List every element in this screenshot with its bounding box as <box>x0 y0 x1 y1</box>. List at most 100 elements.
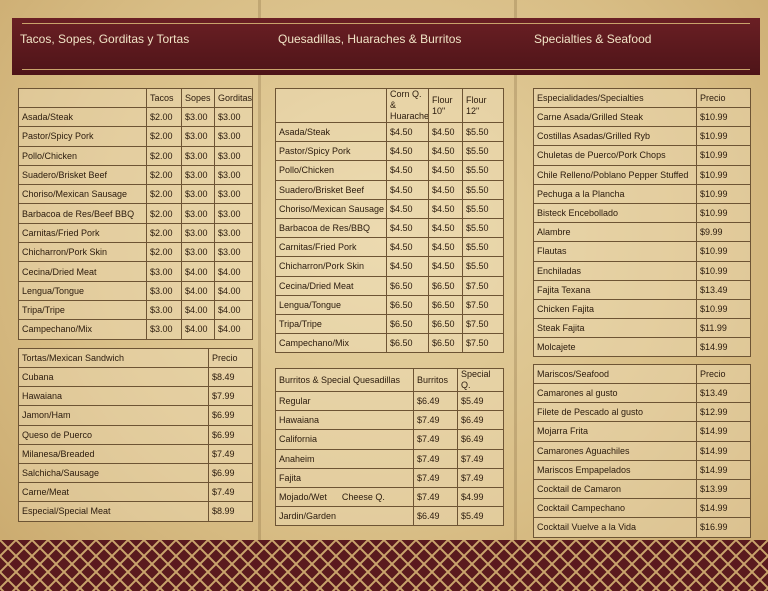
price-cell: $3.00 <box>181 184 215 205</box>
item-row: Enchiladas $10.99 <box>533 260 751 281</box>
item-name: Mojarra Frita <box>533 421 697 442</box>
item-name: Mojado/Wet Cheese Q. <box>275 486 414 508</box>
price-cell: $6.50 <box>428 275 463 296</box>
item-row: Mojado/Wet Cheese Q. $7.49 $4.99 <box>275 486 504 508</box>
price-cell: $6.49 <box>457 410 504 431</box>
item-name: Mariscos Empapelados <box>533 459 697 480</box>
item-name: Pollo/Chicken <box>275 160 387 181</box>
lattice-border <box>0 540 768 591</box>
header-cell: Tacos <box>146 88 182 108</box>
item-name: Tripa/Tripe <box>275 313 387 335</box>
item-name: Cubana <box>18 366 209 388</box>
price-cell: $2.00 <box>146 145 182 166</box>
item-row: Carne Asada/Grilled Steak $10.99 <box>533 106 751 128</box>
item-row: Chicharron/Pork Skin $4.50 $4.50 $5.50 <box>275 256 504 277</box>
item-name: Chicken Fajita <box>533 298 697 320</box>
item-row: Suadero/Brisket Beef $4.50 $4.50 $5.50 <box>275 179 504 200</box>
item-row: Jardin/Garden $6.49 $5.49 <box>275 506 504 527</box>
price-cell: $5.49 <box>457 390 504 412</box>
header-rule <box>22 69 750 70</box>
item-row: Pastor/Spicy Pork $4.50 $4.50 $5.50 <box>275 141 504 162</box>
price-cell: $4.50 <box>428 198 463 219</box>
item-row: Pollo/Chicken $4.50 $4.50 $5.50 <box>275 160 504 181</box>
item-name: Regular <box>275 390 414 412</box>
item-name: Fajita <box>275 467 414 488</box>
item-name: Cocktail Campechano <box>533 498 697 519</box>
item-name: Fajita Texana <box>533 279 697 300</box>
price-cell: $5.50 <box>462 121 504 143</box>
menu-table: Especialidades/Specialties Precio Carne As… <box>533 88 751 358</box>
price-cell: $4.00 <box>214 261 253 282</box>
header-cell: Especialidades/Specialties <box>533 88 697 108</box>
price-cell: $2.00 <box>146 184 182 205</box>
price-cell: $5.50 <box>462 179 504 200</box>
price-cell: $4.00 <box>181 261 215 282</box>
item-name: Campechano/Mix <box>275 333 387 354</box>
price-cell: $7.49 <box>413 486 458 508</box>
price-cell: $4.99 <box>457 486 504 508</box>
item-name: Tripa/Tripe <box>18 299 147 321</box>
price-cell: $14.99 <box>696 459 751 480</box>
header-cell: Sopes <box>181 88 215 108</box>
price-cell: $3.00 <box>181 203 215 224</box>
item-row: Chicharron/Pork Skin $2.00 $3.00 $3.00 <box>18 242 253 263</box>
price-cell: $7.99 <box>208 386 253 407</box>
item-name: Steak Fajita <box>533 318 697 339</box>
header-row: Mariscos/Seafood Precio <box>533 364 751 384</box>
price-cell: $6.50 <box>428 333 463 354</box>
item-row: Filete de Pescado al gusto $12.99 <box>533 402 751 423</box>
price-cell: $5.50 <box>462 141 504 162</box>
price-cell: $6.99 <box>208 405 253 426</box>
price-cell: $4.50 <box>386 237 429 258</box>
price-cell: $4.50 <box>386 121 429 143</box>
price-cell: $10.99 <box>696 260 751 281</box>
price-cell: $6.50 <box>386 294 429 315</box>
item-name: Camarones Aguachiles <box>533 440 697 461</box>
price-cell: $4.50 <box>428 237 463 258</box>
item-row: Costillas Asadas/Grilled Ryb $10.99 <box>533 126 751 147</box>
price-cell: $2.00 <box>146 106 182 128</box>
price-cell: $7.49 <box>208 443 253 464</box>
price-cell: $4.00 <box>181 280 215 301</box>
item-row: Tripa/Tripe $3.00 $4.00 $4.00 <box>18 299 253 321</box>
item-row: Asada/Steak $2.00 $3.00 $3.00 <box>18 106 253 128</box>
item-name: Campechano/Mix <box>18 319 147 340</box>
header-cell <box>275 88 387 123</box>
price-cell: $13.49 <box>696 382 751 404</box>
price-cell: $3.00 <box>181 164 215 186</box>
price-cell: $3.00 <box>214 242 253 263</box>
item-row: Salchicha/Sausage $6.99 <box>18 462 253 484</box>
price-cell: $4.00 <box>214 319 253 340</box>
item-name: Carne Asada/Grilled Steak <box>533 106 697 128</box>
item-row: Carnitas/Fried Pork $2.00 $3.00 $3.00 <box>18 222 253 244</box>
price-cell: $6.49 <box>457 429 504 450</box>
item-row: Cecina/Dried Meat $3.00 $4.00 $4.00 <box>18 261 253 282</box>
price-cell: $6.50 <box>428 313 463 335</box>
item-name: Asada/Steak <box>275 121 387 143</box>
price-cell: $14.99 <box>696 498 751 519</box>
item-name: Pastor/Spicy Pork <box>18 126 147 147</box>
price-cell: $5.50 <box>462 237 504 258</box>
item-row: Carne/Meat $7.49 <box>18 482 253 503</box>
price-cell: $3.00 <box>181 126 215 147</box>
header-rule <box>22 23 750 24</box>
price-cell: $5.50 <box>462 198 504 219</box>
price-cell: $7.50 <box>462 294 504 315</box>
header-cell: Flour 10" <box>428 88 463 123</box>
item-name: Especial/Special Meat <box>18 501 209 522</box>
item-name: Choriso/Mexican Sausage <box>275 198 387 219</box>
item-name: Carne/Meat <box>18 482 209 503</box>
header-cell: Gorditas <box>214 88 253 108</box>
price-cell: $5.50 <box>462 256 504 277</box>
header-cell: Mariscos/Seafood <box>533 364 697 384</box>
price-cell: $4.50 <box>386 217 429 239</box>
header-cell: Precio <box>208 348 253 368</box>
header-cell: Precio <box>696 364 751 384</box>
item-row: Regular $6.49 $5.49 <box>275 390 504 412</box>
item-name: Costillas Asadas/Grilled Ryb <box>533 126 697 147</box>
menu-table: Mariscos/Seafood Precio Camarones al gusto… <box>533 364 751 538</box>
item-row: Campechano/Mix $3.00 $4.00 $4.00 <box>18 319 253 340</box>
item-name: Cecina/Dried Meat <box>18 261 147 282</box>
item-name: Cocktail de Camaron <box>533 478 697 500</box>
price-cell: $10.99 <box>696 298 751 320</box>
